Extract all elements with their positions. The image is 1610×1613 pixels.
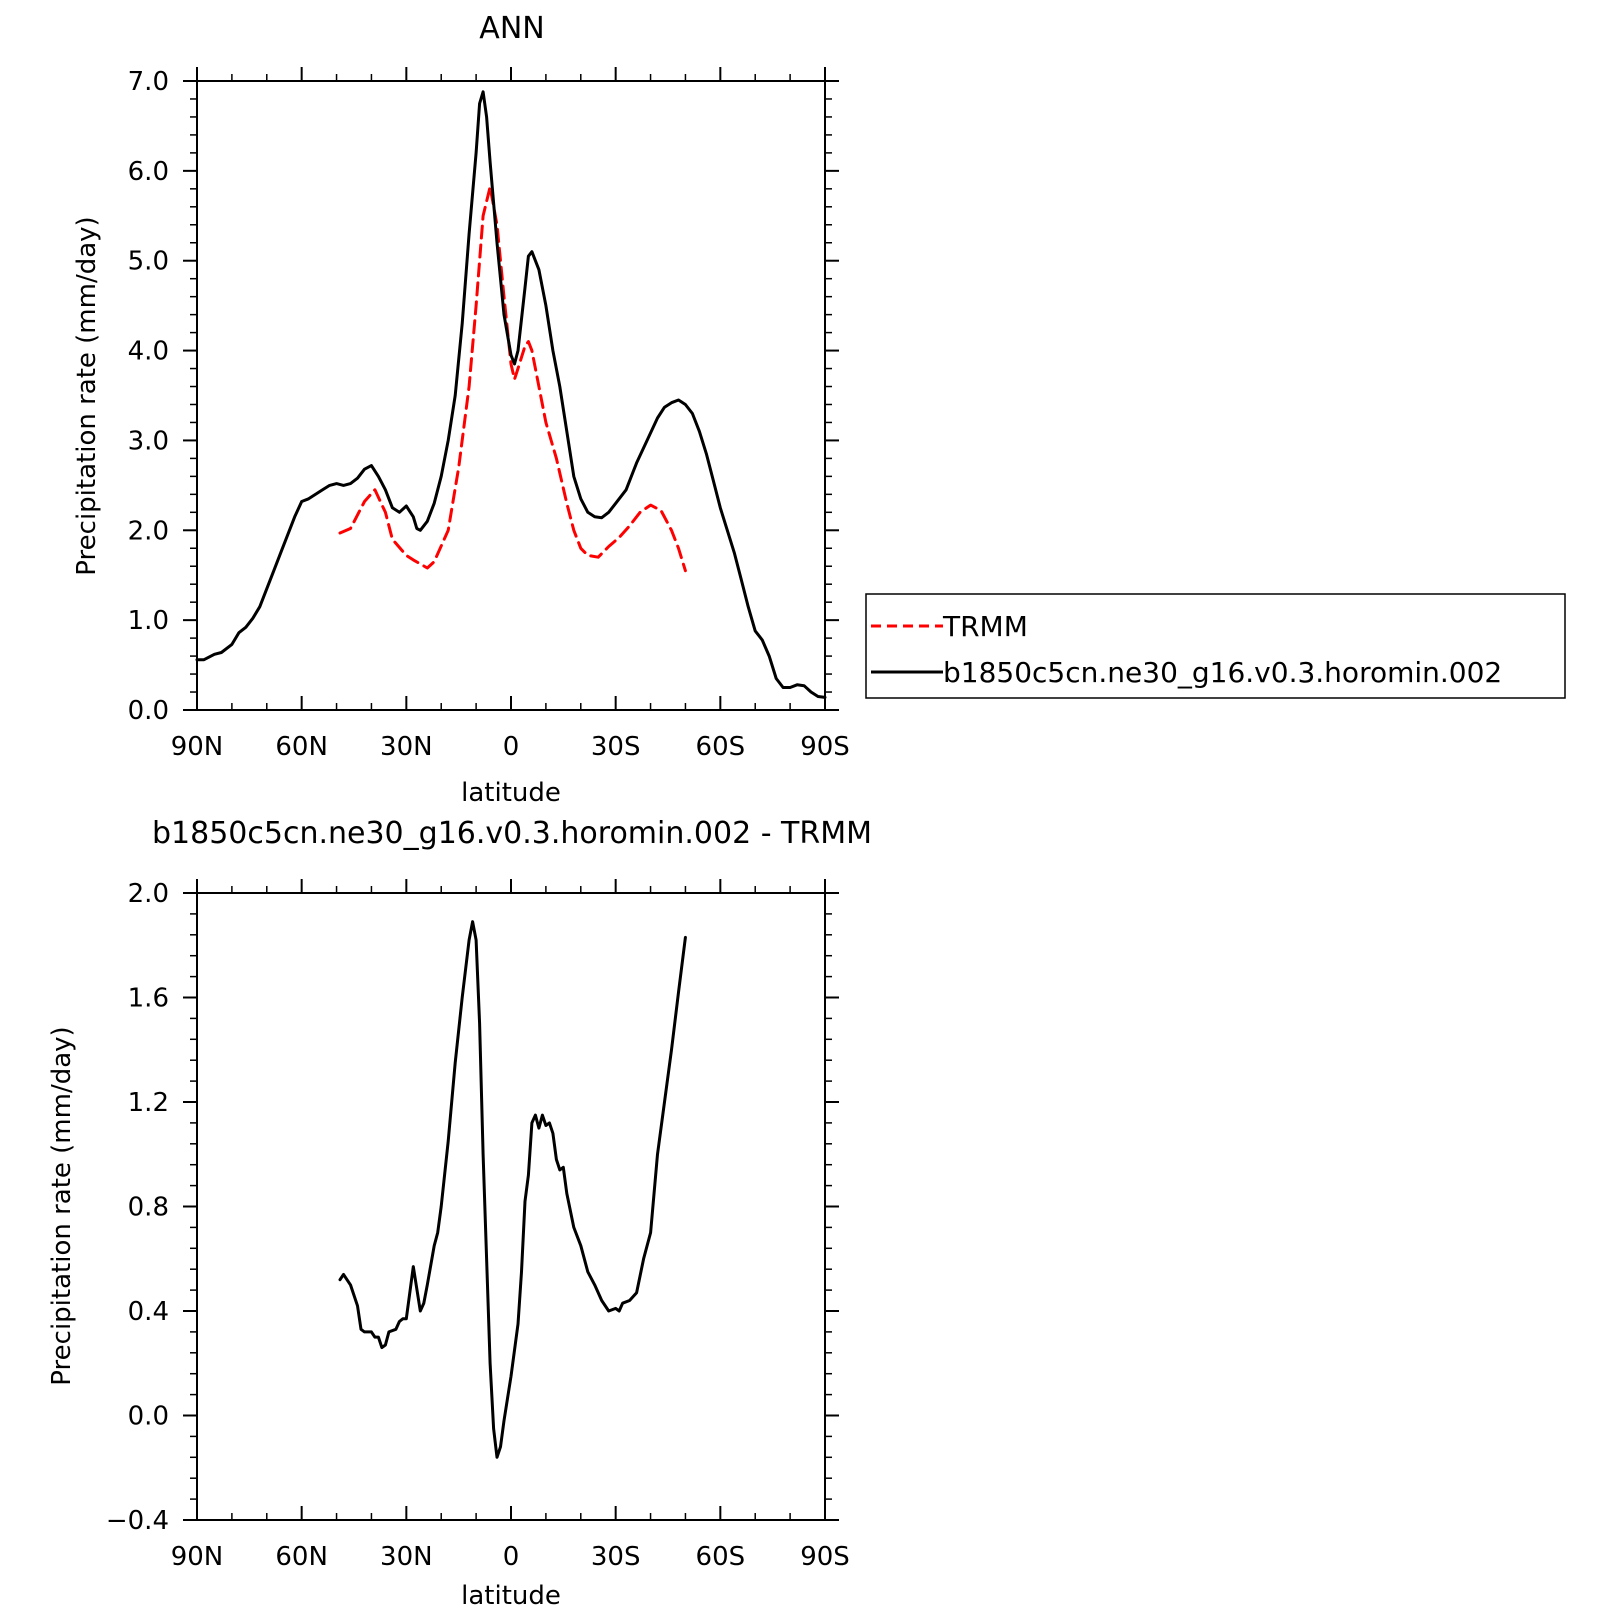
chart-title: b1850c5cn.ne30_g16.v0.3.horomin.002 - TR… [152,816,872,851]
x-tick-label: 30N [380,1542,433,1572]
x-tick-label: 30N [380,732,433,762]
x-tick-label: 0 [503,1542,520,1572]
y-tick-label: 1.0 [128,606,169,636]
series-line-model [338,920,687,1459]
x-tick-label: 60N [275,732,328,762]
y-tick-label: 5.0 [128,247,169,277]
legend-box [865,593,1566,699]
x-tick-label: 90N [171,1542,224,1572]
x-tick-label: 90S [800,1542,850,1572]
x-tick-label: 90S [800,732,850,762]
y-axis-label: Precipitation rate (mm/day) [72,216,102,575]
x-tick-label: 0 [503,732,520,762]
tick-marks [183,879,839,1521]
y-tick-label: 0.4 [128,1297,169,1327]
series-lines [338,920,687,1459]
tick-marks [183,67,839,711]
y-tick-label: 0.0 [128,696,169,726]
x-tick-label: 60N [275,1542,328,1572]
x-axis-label: latitude [461,778,561,808]
chart-title: ANN [479,11,544,46]
y-tick-label: 2.0 [128,879,169,909]
y-tick-label: 7.0 [128,67,169,97]
y-tick-label: 1.2 [128,1088,169,1118]
y-tick-label: 0.8 [128,1193,169,1223]
series-line-trmm [338,185,687,573]
x-tick-label: 60S [696,1542,746,1572]
y-axis-label: Precipitation rate (mm/day) [47,1026,77,1385]
y-tick-label: 2.0 [128,516,169,546]
y-tick-label: 6.0 [128,157,169,187]
legend-label-trmm: TRMM [942,610,1028,643]
y-tick-labels: −0.4 0.0 0.4 0.8 1.2 1.6 2.0 [106,879,169,1536]
y-tick-label: −0.4 [106,1506,169,1536]
y-tick-label: 0.0 [128,1402,169,1432]
series-line-model [195,90,827,699]
legend-label-model: b1850c5cn.ne30_g16.v0.3.horomin.002 [943,656,1502,689]
x-axis-label: latitude [461,1581,561,1608]
y-tick-labels: 0.0 1.0 2.0 3.0 4.0 5.0 6.0 7.0 [128,67,169,726]
y-tick-label: 3.0 [128,426,169,456]
panel-difference: b1850c5cn.ne30_g16.v0.3.horomin.002 - TR… [47,816,872,1611]
x-tick-label: 30S [591,1542,641,1572]
x-tick-label: 90N [171,732,224,762]
x-tick-label: 60S [696,732,746,762]
panel-annual-precipitation: ANN 0.0 1.0 2.0 3.0 4.0 5.0 6.0 7.0 90N 60N 30N 0 3… [72,11,850,808]
series-lines [195,90,827,699]
plot-frame [196,892,826,1521]
plot-frame [196,80,826,711]
y-tick-label: 4.0 [128,337,169,367]
legend: TRMM b1850c5cn.ne30_g16.v0.3.horomin.002 [865,593,1566,699]
x-tick-labels: 90N 60N 30N 0 30S 60S 90S [171,732,850,762]
x-tick-label: 30S [591,732,641,762]
x-tick-labels: 90N 60N 30N 0 30S 60S 90S [171,1542,850,1572]
y-tick-label: 1.6 [128,984,169,1014]
